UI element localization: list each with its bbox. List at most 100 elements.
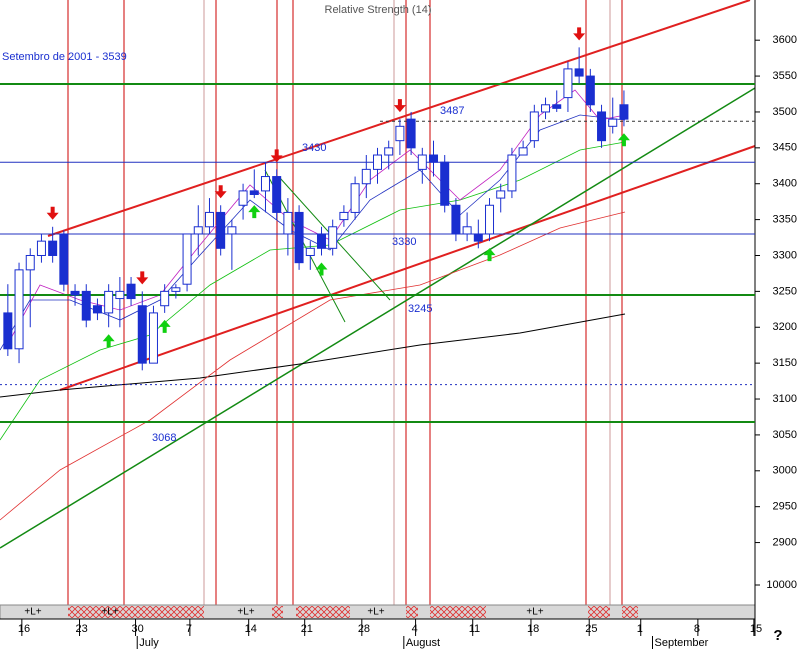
candle-body (473, 233, 483, 242)
candle-body (406, 118, 416, 149)
level-label: 3487 (440, 105, 464, 117)
x-tick-label: 18 (527, 623, 539, 635)
candle-body (373, 154, 382, 170)
candle-body (585, 75, 595, 106)
x-tick-label: 7 (186, 623, 192, 635)
y-tick-label: 3050 (773, 429, 797, 441)
strip-hatch (588, 606, 610, 618)
candle-body (14, 269, 24, 350)
moving-average (0, 313, 626, 398)
candle-body (25, 254, 35, 271)
x-tick-label: 28 (358, 623, 370, 635)
strip-hatch (124, 606, 204, 618)
candle-body (395, 125, 405, 142)
candle-body (384, 147, 394, 156)
candle-body (485, 204, 495, 235)
trend-line (59, 145, 756, 391)
candle-body (316, 233, 326, 249)
candle-body (92, 305, 102, 314)
moving-average (0, 141, 626, 441)
candle-body (249, 190, 259, 195)
candle-body (137, 305, 147, 364)
candle-body (597, 111, 607, 142)
candle-body (104, 290, 114, 314)
candle-body (126, 283, 136, 300)
sell-arrow (573, 27, 586, 41)
candle-body (148, 312, 158, 364)
x-tick-label: 11 (469, 623, 480, 635)
candle-body (182, 233, 192, 285)
y-tick-label: 2950 (773, 501, 797, 513)
buy-arrow (158, 319, 171, 333)
candle-body (283, 211, 293, 235)
y-tick-label: 3450 (773, 142, 797, 154)
trend-lines (0, 0, 756, 549)
y-tick-label: 3200 (773, 321, 797, 333)
candle-body (272, 176, 282, 213)
strip-hatch (430, 606, 486, 618)
candle-body (204, 211, 214, 228)
y-tick-label: 3150 (773, 357, 797, 369)
candle-body (417, 154, 427, 170)
sell-arrow (214, 185, 227, 199)
candle-body (81, 290, 91, 321)
volume-tick-label: 10000 (766, 579, 797, 591)
x-tick-label: 15 (750, 623, 762, 635)
strip-label: +L+ (24, 607, 41, 618)
x-tick-label: 30 (132, 623, 144, 635)
strip-label: +L+ (101, 607, 118, 618)
buy-arrow (315, 262, 328, 276)
x-tick-label: 14 (245, 623, 257, 635)
y-tick-label: 3300 (773, 249, 797, 261)
candle-body (451, 204, 461, 235)
candle-body (440, 161, 450, 206)
buy-arrow (617, 133, 630, 147)
candle-body (619, 104, 629, 120)
strip-hatches (68, 606, 638, 618)
candle-body (507, 154, 517, 192)
chart-title: Relative Strength (14) (325, 4, 432, 16)
sell-arrow (136, 271, 149, 285)
buy-arrow (248, 205, 261, 219)
candle-body (294, 211, 304, 264)
candle-body (541, 104, 551, 113)
event-lines (67, 0, 623, 605)
strip-hatch (406, 606, 418, 618)
candle-body (518, 147, 528, 156)
candle-body (48, 240, 58, 256)
sell-arrow (270, 149, 283, 163)
y-tick-label: 3500 (773, 106, 797, 118)
level-label: 3430 (302, 142, 326, 154)
x-tick-label: 23 (76, 623, 88, 635)
candle-body (339, 211, 349, 221)
month-label: August (406, 637, 440, 649)
x-tick-label: 25 (585, 623, 597, 635)
candle-body (115, 290, 125, 300)
candle-body (462, 226, 472, 235)
candle-body (574, 68, 584, 77)
help-icon[interactable]: ? (773, 627, 782, 644)
y-tick-label: 2900 (773, 536, 797, 548)
trend-line (0, 87, 756, 549)
candle-body (496, 190, 506, 199)
candle-body (608, 118, 618, 127)
level-label: 3330 (392, 236, 416, 248)
trend-line (47, 0, 751, 237)
x-tick-label: 16 (18, 623, 30, 635)
strip-hatch (68, 606, 124, 618)
candle-body (3, 312, 13, 350)
strip-hatch (272, 606, 283, 618)
candle-body (160, 290, 170, 307)
month-label: September (655, 637, 709, 649)
candle-body (36, 240, 46, 256)
candle-body (361, 168, 371, 185)
buy-arrow (102, 334, 115, 348)
y-tick-label: 3550 (773, 70, 797, 82)
strip-label: +L+ (367, 607, 384, 618)
candle-body (193, 226, 203, 235)
level-label: 3068 (152, 432, 176, 444)
buy-arrow (483, 248, 496, 262)
strip-label: +L+ (526, 607, 543, 618)
y-tick-label: 3400 (773, 178, 797, 190)
